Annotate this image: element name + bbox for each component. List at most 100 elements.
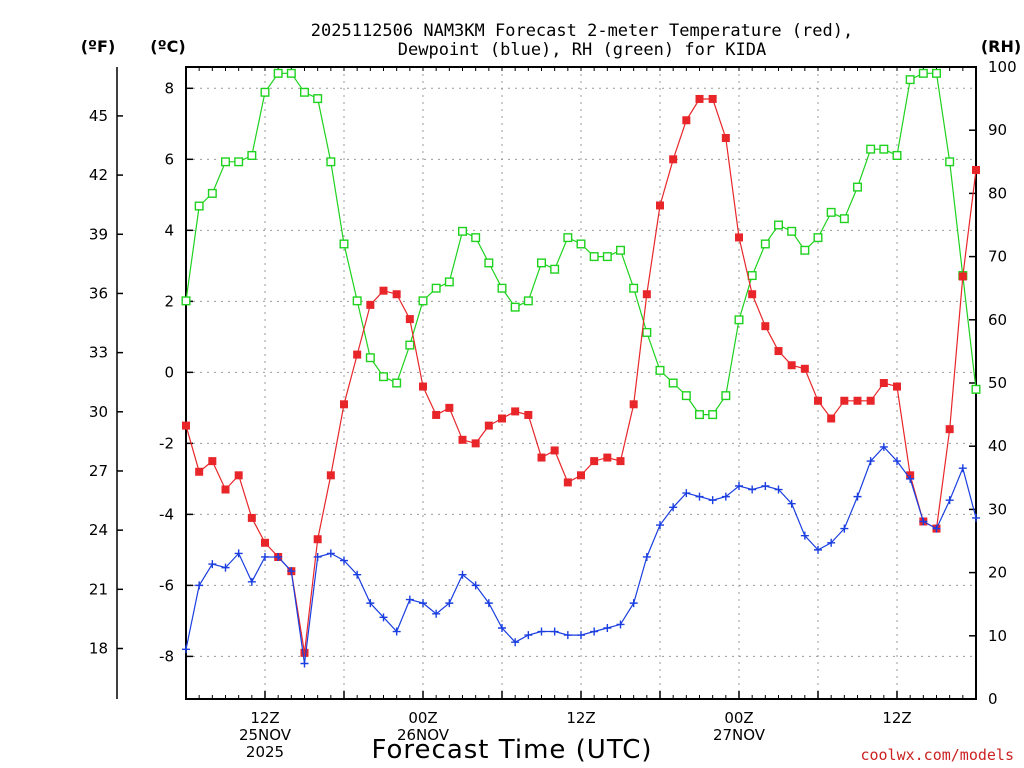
celsius-tick-label: -4 — [159, 505, 174, 523]
dewpoint-point — [195, 581, 204, 590]
temperature-point — [827, 414, 836, 423]
temperature-point — [498, 414, 506, 423]
rh-tick-label: 40 — [988, 437, 1007, 455]
dewpoint-point — [853, 492, 862, 501]
rh-point — [365, 353, 375, 363]
dewpoint-line — [185, 446, 977, 664]
temperature-point — [247, 513, 256, 522]
rh-point — [352, 296, 362, 306]
dewpoint-point — [419, 599, 427, 608]
temperature-point — [879, 379, 888, 387]
dewpoint-point — [392, 627, 401, 636]
x-tick-label: 12Z — [250, 709, 279, 727]
rh-tick-label: 60 — [988, 311, 1007, 329]
temperature-point — [656, 201, 664, 210]
dewpoint-point — [761, 481, 770, 490]
temperature-point — [208, 457, 217, 466]
dewpoint-point — [669, 503, 678, 512]
fahrenheit-tick-label: 18 — [89, 640, 108, 658]
rh-point — [642, 327, 652, 337]
dewpoint-point — [906, 474, 915, 483]
dewpoint-point — [524, 631, 533, 640]
dewpoint-point — [221, 563, 230, 572]
chart-title-line-2: Dewpoint (blue), RH (green) for KIDA — [398, 40, 766, 60]
rh-point — [932, 68, 942, 78]
temperature-point — [958, 272, 967, 281]
fahrenheit-tick-label: 21 — [89, 580, 108, 598]
rh-point — [576, 239, 586, 249]
dewpoint-point — [445, 599, 454, 608]
rh-point — [260, 87, 270, 97]
dewpoint-point — [471, 581, 480, 590]
celsius-tick-label: 2 — [164, 292, 174, 310]
rh-tick-label: 20 — [988, 564, 1007, 582]
rh-point — [563, 233, 573, 243]
dewpoint-point — [616, 620, 625, 629]
celsius-tick-label: 6 — [164, 150, 174, 168]
celsius-tick-label: -2 — [159, 434, 174, 452]
dewpoint-point — [708, 496, 717, 505]
axes: -8-6-4-202468182124273033363942450102030… — [89, 58, 1017, 761]
fahrenheit-tick-label: 45 — [89, 107, 108, 125]
temperature-point — [524, 410, 533, 419]
rh-tick-label: 70 — [988, 248, 1007, 266]
rh-point — [247, 150, 257, 160]
temperature-point — [708, 94, 717, 103]
x-tick-label: 00Z — [724, 709, 753, 727]
temperature-point — [800, 364, 809, 373]
rh-tick-label: 90 — [988, 121, 1007, 139]
rh-point — [471, 233, 481, 243]
rh-point — [945, 157, 955, 167]
x-tick-label: 2025 — [246, 743, 284, 761]
celsius-unit-label: (ºC) — [150, 37, 185, 56]
temperature-point — [300, 648, 309, 657]
rh-point — [326, 157, 336, 167]
dewpoint-point — [919, 517, 928, 526]
temperature-point — [471, 439, 480, 448]
rh-point — [971, 384, 981, 394]
rh-point — [220, 157, 230, 167]
fahrenheit-tick-label: 24 — [89, 521, 108, 539]
rh-series — [181, 68, 981, 420]
rh-point — [300, 87, 310, 97]
rh-point — [629, 283, 639, 293]
temperature-point — [537, 453, 546, 462]
dewpoint-point — [827, 538, 836, 547]
temperature-point — [392, 290, 401, 299]
dewpoint-point — [287, 567, 296, 576]
temperature-point — [721, 134, 730, 143]
dewpoint-point — [748, 485, 757, 494]
temperature-point — [419, 382, 427, 391]
temperature-point — [563, 478, 572, 487]
rh-point — [207, 188, 217, 198]
rh-point — [616, 245, 626, 255]
rh-point — [339, 239, 349, 249]
fahrenheit-tick-label: 39 — [89, 225, 108, 243]
dewpoint-point — [274, 552, 283, 561]
temperature-point — [590, 457, 599, 466]
rh-point — [721, 391, 731, 401]
rh-point — [879, 144, 889, 154]
rh-point — [839, 214, 849, 224]
dewpoint-point — [814, 545, 822, 554]
rh-point — [510, 302, 520, 312]
dewpoint-point — [590, 627, 599, 636]
rh-point — [392, 378, 402, 388]
rh-point — [484, 258, 494, 268]
temperature-point — [366, 300, 375, 309]
temperature-point — [379, 286, 388, 295]
dewpoint-point — [353, 570, 362, 579]
dewpoint-point — [379, 613, 388, 622]
rh-unit-label: (RH) — [981, 37, 1021, 56]
rh-point — [497, 283, 507, 293]
fahrenheit-tick-label: 36 — [89, 284, 108, 302]
rh-point — [813, 233, 823, 243]
fahrenheit-tick-label: 42 — [89, 166, 108, 184]
dewpoint-point — [695, 492, 704, 501]
rh-point — [668, 378, 678, 388]
dewpoint-point — [840, 524, 849, 533]
rh-tick-label: 80 — [988, 184, 1007, 202]
rh-point — [787, 226, 797, 236]
rh-point — [379, 372, 389, 382]
